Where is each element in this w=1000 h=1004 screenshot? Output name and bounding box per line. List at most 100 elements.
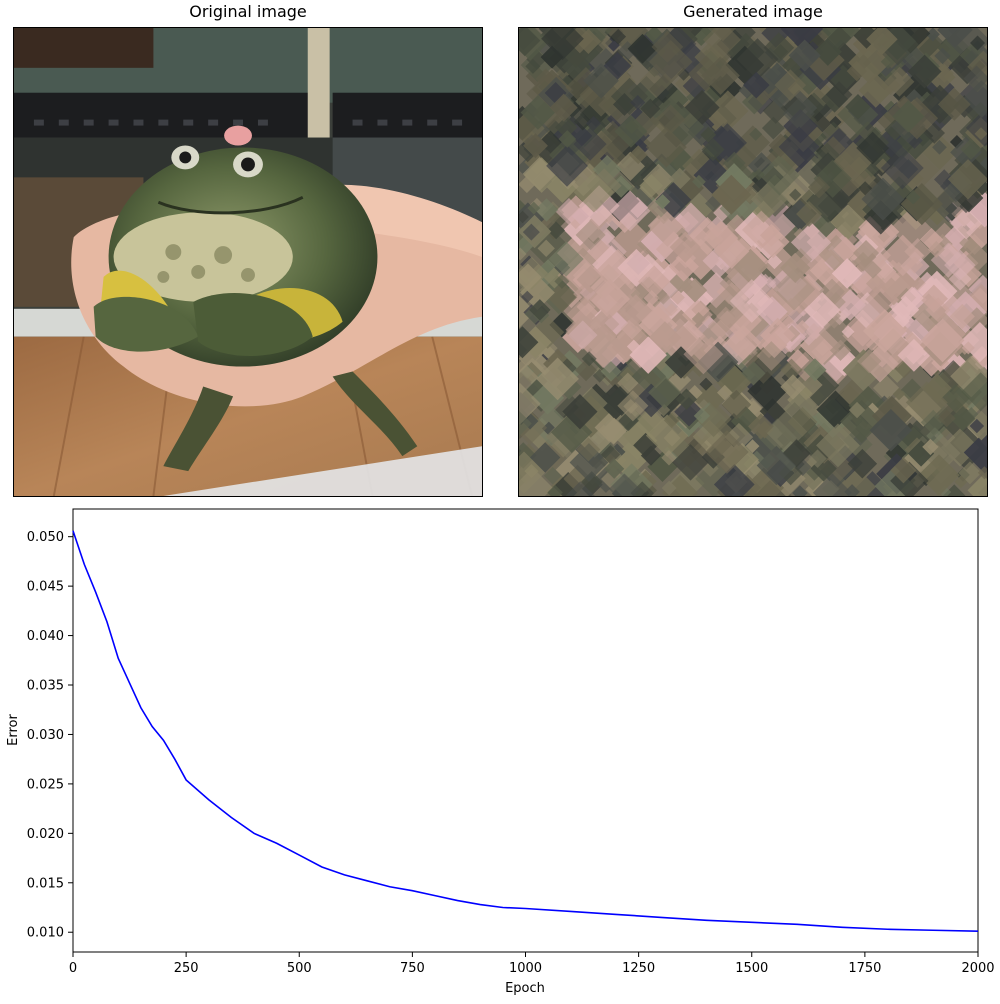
mosaic-tile — [698, 272, 735, 309]
mosaic-tile — [858, 73, 893, 108]
mosaic-tile — [653, 263, 688, 298]
mosaic-tile — [519, 263, 542, 292]
mosaic-tile — [536, 357, 579, 401]
mosaic-tile — [742, 210, 781, 250]
mosaic-tile — [790, 222, 832, 263]
mosaic-tile — [522, 223, 540, 241]
mosaic-tile — [774, 69, 807, 101]
mosaic-tile — [815, 341, 830, 357]
mosaic-tile — [640, 445, 662, 466]
mosaic-tile — [531, 381, 565, 415]
original-image-title: Original image — [189, 2, 307, 21]
mosaic-tile — [789, 188, 802, 201]
mosaic-tile — [669, 231, 701, 263]
mosaic-tile — [520, 95, 556, 130]
mosaic-tile — [858, 181, 873, 196]
mosaic-tile — [967, 474, 987, 496]
mosaic-tile — [856, 131, 890, 165]
mosaic-tile — [970, 35, 986, 51]
mosaic-tile — [907, 440, 935, 467]
mosaic-tile — [702, 243, 737, 278]
mosaic-tile — [950, 207, 983, 240]
mosaic-tile — [657, 403, 671, 417]
mosaic-tile — [741, 361, 766, 386]
mosaic-tile — [701, 138, 725, 162]
mosaic-tile — [541, 421, 556, 436]
mosaic-tile — [569, 443, 609, 482]
mosaic-tile — [866, 28, 898, 55]
mosaic-tile — [619, 294, 653, 327]
mosaic-tile — [900, 182, 943, 226]
mosaic-tile — [719, 265, 755, 301]
mosaic-tile — [842, 349, 885, 392]
plot-area — [72, 508, 979, 953]
mosaic-tile — [847, 365, 867, 385]
mosaic-tile — [782, 97, 815, 130]
mosaic-tile — [520, 275, 555, 311]
mosaic-tile — [648, 375, 682, 409]
mosaic-tile — [716, 384, 733, 401]
mosaic-tile — [766, 253, 783, 270]
mosaic-tile — [847, 195, 868, 216]
mosaic-tile — [857, 348, 882, 374]
mosaic-tile — [905, 381, 948, 424]
y-axis-label: Error — [6, 714, 21, 746]
mosaic-tile — [600, 444, 621, 465]
mosaic-tile — [645, 126, 687, 168]
mosaic-tile — [548, 241, 584, 277]
mosaic-tile — [573, 171, 615, 213]
mosaic-tile — [700, 126, 717, 143]
mosaic-tile — [948, 47, 986, 85]
mosaic-tile — [519, 247, 527, 261]
mosaic-tile — [693, 407, 711, 424]
mosaic-tile — [907, 54, 942, 89]
mosaic-tile — [586, 115, 601, 131]
y-tick-label: 0.045 — [27, 580, 64, 595]
mosaic-tile — [655, 361, 692, 398]
mosaic-tile — [594, 413, 624, 442]
mosaic-tile — [583, 62, 619, 99]
x-tick-label: 2000 — [961, 961, 994, 976]
mosaic-tile — [547, 484, 563, 496]
error-series-line — [72, 530, 979, 933]
mosaic-tile — [711, 174, 752, 215]
y-tick-label: 0.020 — [27, 827, 64, 842]
mosaic-tile — [523, 133, 548, 159]
mosaic-tile — [959, 236, 972, 250]
mosaic-tile — [923, 122, 945, 144]
mosaic-tile — [639, 63, 674, 99]
mosaic-tile — [519, 175, 536, 194]
mosaic-tile — [543, 267, 566, 289]
mosaic-tile — [813, 37, 842, 66]
mosaic-tile — [519, 451, 546, 494]
mosaic-tile — [645, 414, 689, 457]
mosaic-tile — [631, 359, 667, 394]
mosaic-tile — [780, 28, 824, 51]
mosaic-tile — [672, 444, 709, 481]
mosaic-tile — [648, 321, 682, 355]
mosaic-tile — [974, 127, 987, 141]
mosaic-tile — [701, 56, 740, 95]
mosaic-tile — [519, 28, 541, 57]
mosaic-tile — [554, 273, 570, 289]
mosaic-tile — [934, 47, 951, 65]
mosaic-tile — [742, 71, 770, 99]
mosaic-tile — [626, 251, 650, 275]
mosaic-tile — [892, 100, 925, 133]
mosaic-tile — [702, 28, 741, 59]
mosaic-tile — [608, 473, 641, 496]
mosaic-tile — [627, 175, 658, 205]
mosaic-tile — [796, 201, 823, 228]
mosaic-tile — [565, 481, 595, 496]
mosaic-tile — [714, 233, 750, 269]
mosaic-tile — [549, 93, 578, 122]
mosaic-tile — [964, 233, 986, 255]
mosaic-tile — [764, 276, 777, 289]
mosaic-tile — [604, 458, 625, 479]
mosaic-tile — [645, 28, 664, 44]
mosaic-tile — [628, 145, 648, 165]
mosaic-tile — [865, 338, 879, 352]
x-tick-label: 1750 — [848, 961, 881, 976]
mosaic-tile — [655, 104, 686, 135]
mosaic-tile — [581, 351, 597, 367]
